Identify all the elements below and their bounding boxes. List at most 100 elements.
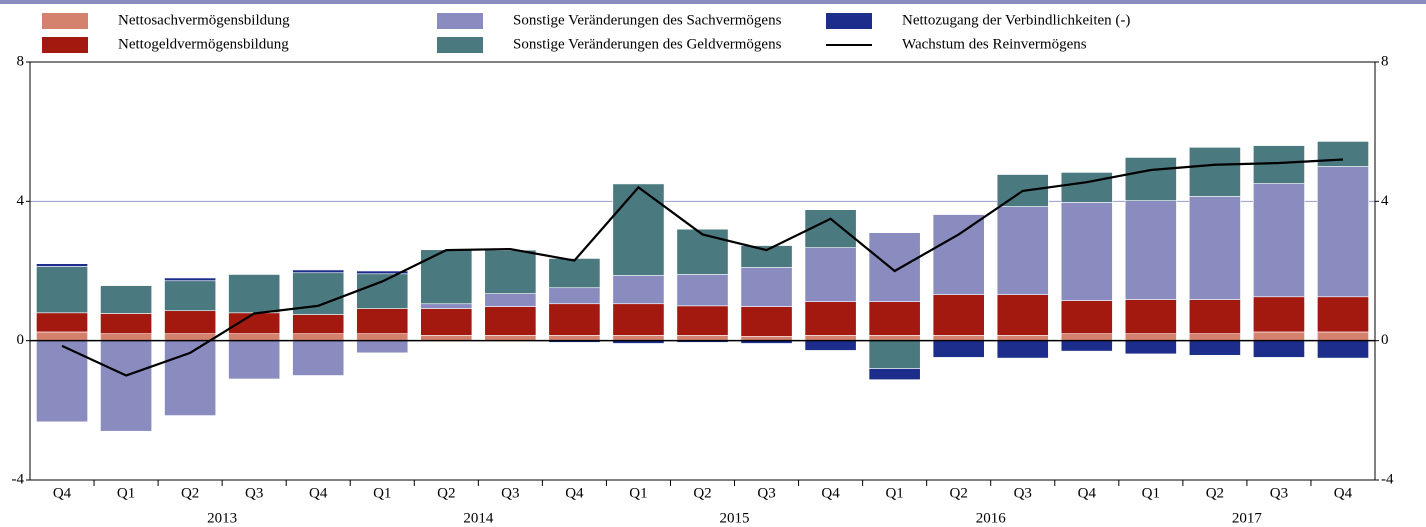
bar [484,249,537,294]
bar [1188,299,1241,334]
bar [548,303,601,336]
bar [356,340,409,354]
bar [356,333,409,341]
bar [1317,141,1369,167]
bar [420,335,473,341]
y2-tick-label: -4 [1381,471,1394,487]
y2-tick-label: 0 [1381,332,1389,348]
bar [164,280,217,312]
bar [996,335,1049,341]
bar [484,335,537,341]
legend-label: Sonstige Veränderungen des Geldvermögens [513,36,782,52]
bar [1317,340,1369,359]
bar [932,335,985,341]
y-tick-label: 0 [17,332,25,348]
y-tick-label: -4 [12,471,25,487]
bar [804,340,857,351]
bar [1317,166,1369,298]
bar [868,232,921,302]
bar [612,335,665,341]
bar [932,294,985,336]
x-tick-label: Q2 [437,485,455,501]
x-tick-label: Q4 [53,485,72,501]
bar [804,247,857,302]
year-label: 2013 [207,510,237,526]
bar [1188,196,1241,300]
bar [420,308,473,336]
bar [356,273,409,309]
bar [804,335,857,341]
legend-swatch [42,13,88,29]
year-label: 2017 [1232,510,1263,526]
bar [548,287,601,305]
legend-label: Sonstige Veränderungen des Sachvermögens [513,12,782,28]
bar [1060,340,1113,352]
bar [292,333,345,341]
bar [100,313,152,335]
bar [548,335,601,341]
x-tick-label: Q4 [565,485,584,501]
bar [1124,200,1177,300]
bar [676,274,729,307]
bar [612,183,665,276]
legend-label: Nettogeldvermögensbildung [118,36,289,52]
bar [548,258,601,289]
bar [356,270,409,275]
legend-swatch [42,37,88,53]
bar [676,228,729,275]
y2-tick-label: 8 [1381,53,1389,69]
line-series [61,158,1344,377]
bar [932,214,985,295]
bar [676,335,729,341]
legend-label: Nettosachvermögensbildung [118,12,290,28]
bar [804,209,857,248]
bar [484,306,537,336]
bar [100,333,152,341]
bar [996,206,1049,295]
bar [36,340,88,423]
bar [420,303,473,309]
legend-label: Wachstum des Reinvermögens [902,36,1087,52]
bar [1253,331,1305,341]
x-tick-label: Q2 [693,485,711,501]
x-tick-label: Q2 [950,485,968,501]
bar [1188,147,1241,197]
legend-label: Nettozugang der Verbindlichkeiten (-) [902,12,1130,28]
year-label: 2016 [976,510,1007,526]
bar [228,333,281,341]
y2-tick-label: 4 [1381,193,1389,209]
bar [1253,145,1305,184]
x-tick-label: Q3 [501,485,519,501]
bar [1253,340,1305,358]
bar [292,314,345,334]
year-label: 2014 [463,510,494,526]
x-tick-label: Q4 [1334,485,1353,501]
y-tick-label: 8 [17,53,25,69]
bar [1124,157,1177,201]
bar [996,294,1049,336]
bar [868,335,921,341]
x-tick-label: Q2 [181,485,199,501]
bar [1188,340,1241,356]
bar [36,331,88,341]
bar [228,340,281,380]
bar [164,277,217,282]
bar [36,266,88,314]
x-tick-label: Q3 [1014,485,1032,501]
bar [1060,333,1113,341]
year-label: 2015 [720,510,750,526]
legend-swatch [437,13,483,29]
bar [36,263,88,267]
bar [676,305,729,336]
bar [1060,300,1113,335]
bar [292,269,345,274]
bar [740,245,793,268]
bar [932,340,985,358]
bar [1060,172,1113,203]
x-tick-label: Q1 [117,485,135,501]
bar [1253,183,1305,298]
bar [1124,299,1177,334]
x-tick-label: Q3 [757,485,775,501]
x-tick-label: Q4 [309,485,328,501]
